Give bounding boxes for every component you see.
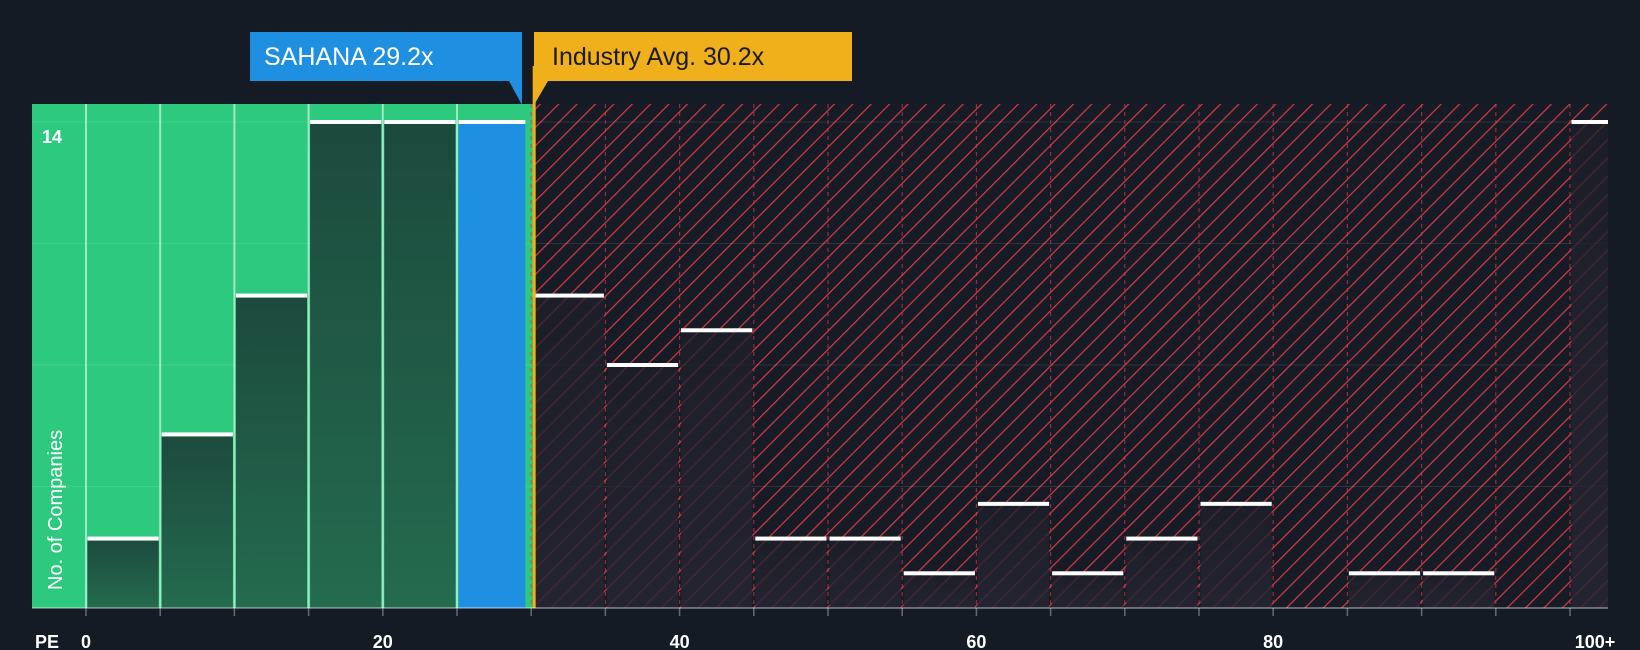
bar-cap [681, 328, 753, 333]
bar [1126, 538, 1198, 608]
y-axis-label: No. of Companies [45, 430, 67, 590]
bar-cap [384, 120, 456, 124]
bar [606, 365, 679, 608]
bar [235, 295, 308, 608]
bar [755, 538, 827, 608]
company-tag-background [250, 32, 522, 105]
bar [384, 122, 456, 608]
bar-cap [1423, 571, 1495, 576]
company-tag: SAHANA 29.2x [250, 32, 522, 105]
industry-tag-label: Industry Avg. 30.2x [552, 43, 765, 71]
x-axis-label: PE [35, 632, 59, 650]
bar-cap [87, 536, 159, 541]
bar-cap [1348, 571, 1421, 576]
y-max-label: 14 [42, 127, 62, 147]
bar [1348, 573, 1421, 608]
bar-cap [235, 293, 308, 298]
bar [310, 122, 382, 608]
bar-cap [1571, 120, 1608, 124]
bar [87, 538, 159, 608]
bar [1423, 573, 1495, 608]
industry-tag-background [534, 32, 852, 105]
bar-cap [310, 120, 382, 124]
bar-cap [161, 432, 233, 437]
bar [458, 122, 526, 608]
bar-cap [1052, 571, 1124, 576]
bar [532, 295, 604, 608]
company-tag-label: SAHANA 29.2x [264, 43, 434, 71]
x-tick-label: 60 [966, 632, 986, 650]
bar [1200, 503, 1272, 608]
x-tick-label: 20 [373, 632, 393, 650]
bar-cap [1126, 536, 1198, 541]
x-tick-label: 100+ [1575, 632, 1616, 650]
bar-cap [458, 120, 526, 124]
bar [903, 573, 975, 608]
bar-cap [532, 293, 604, 298]
bar-cap [829, 536, 901, 541]
x-tick-label: 40 [670, 632, 690, 650]
bar-cap [903, 571, 975, 576]
bar [161, 434, 233, 608]
bar-cap [606, 363, 679, 367]
x-tick-label: 0 [81, 632, 91, 650]
x-axis: PE 0 20 40 60 80 100+ [32, 607, 1616, 650]
x-tick-label: 80 [1263, 632, 1283, 650]
bars [85, 104, 1608, 608]
industry-tag: Industry Avg. 30.2x [534, 32, 852, 105]
bar [829, 538, 901, 608]
bar [681, 330, 753, 608]
bar-cap [977, 501, 1050, 506]
bar [1571, 122, 1608, 608]
bar-cap [1200, 501, 1272, 506]
bar-cap [755, 536, 827, 541]
bar [1052, 573, 1124, 608]
bar [977, 503, 1050, 608]
